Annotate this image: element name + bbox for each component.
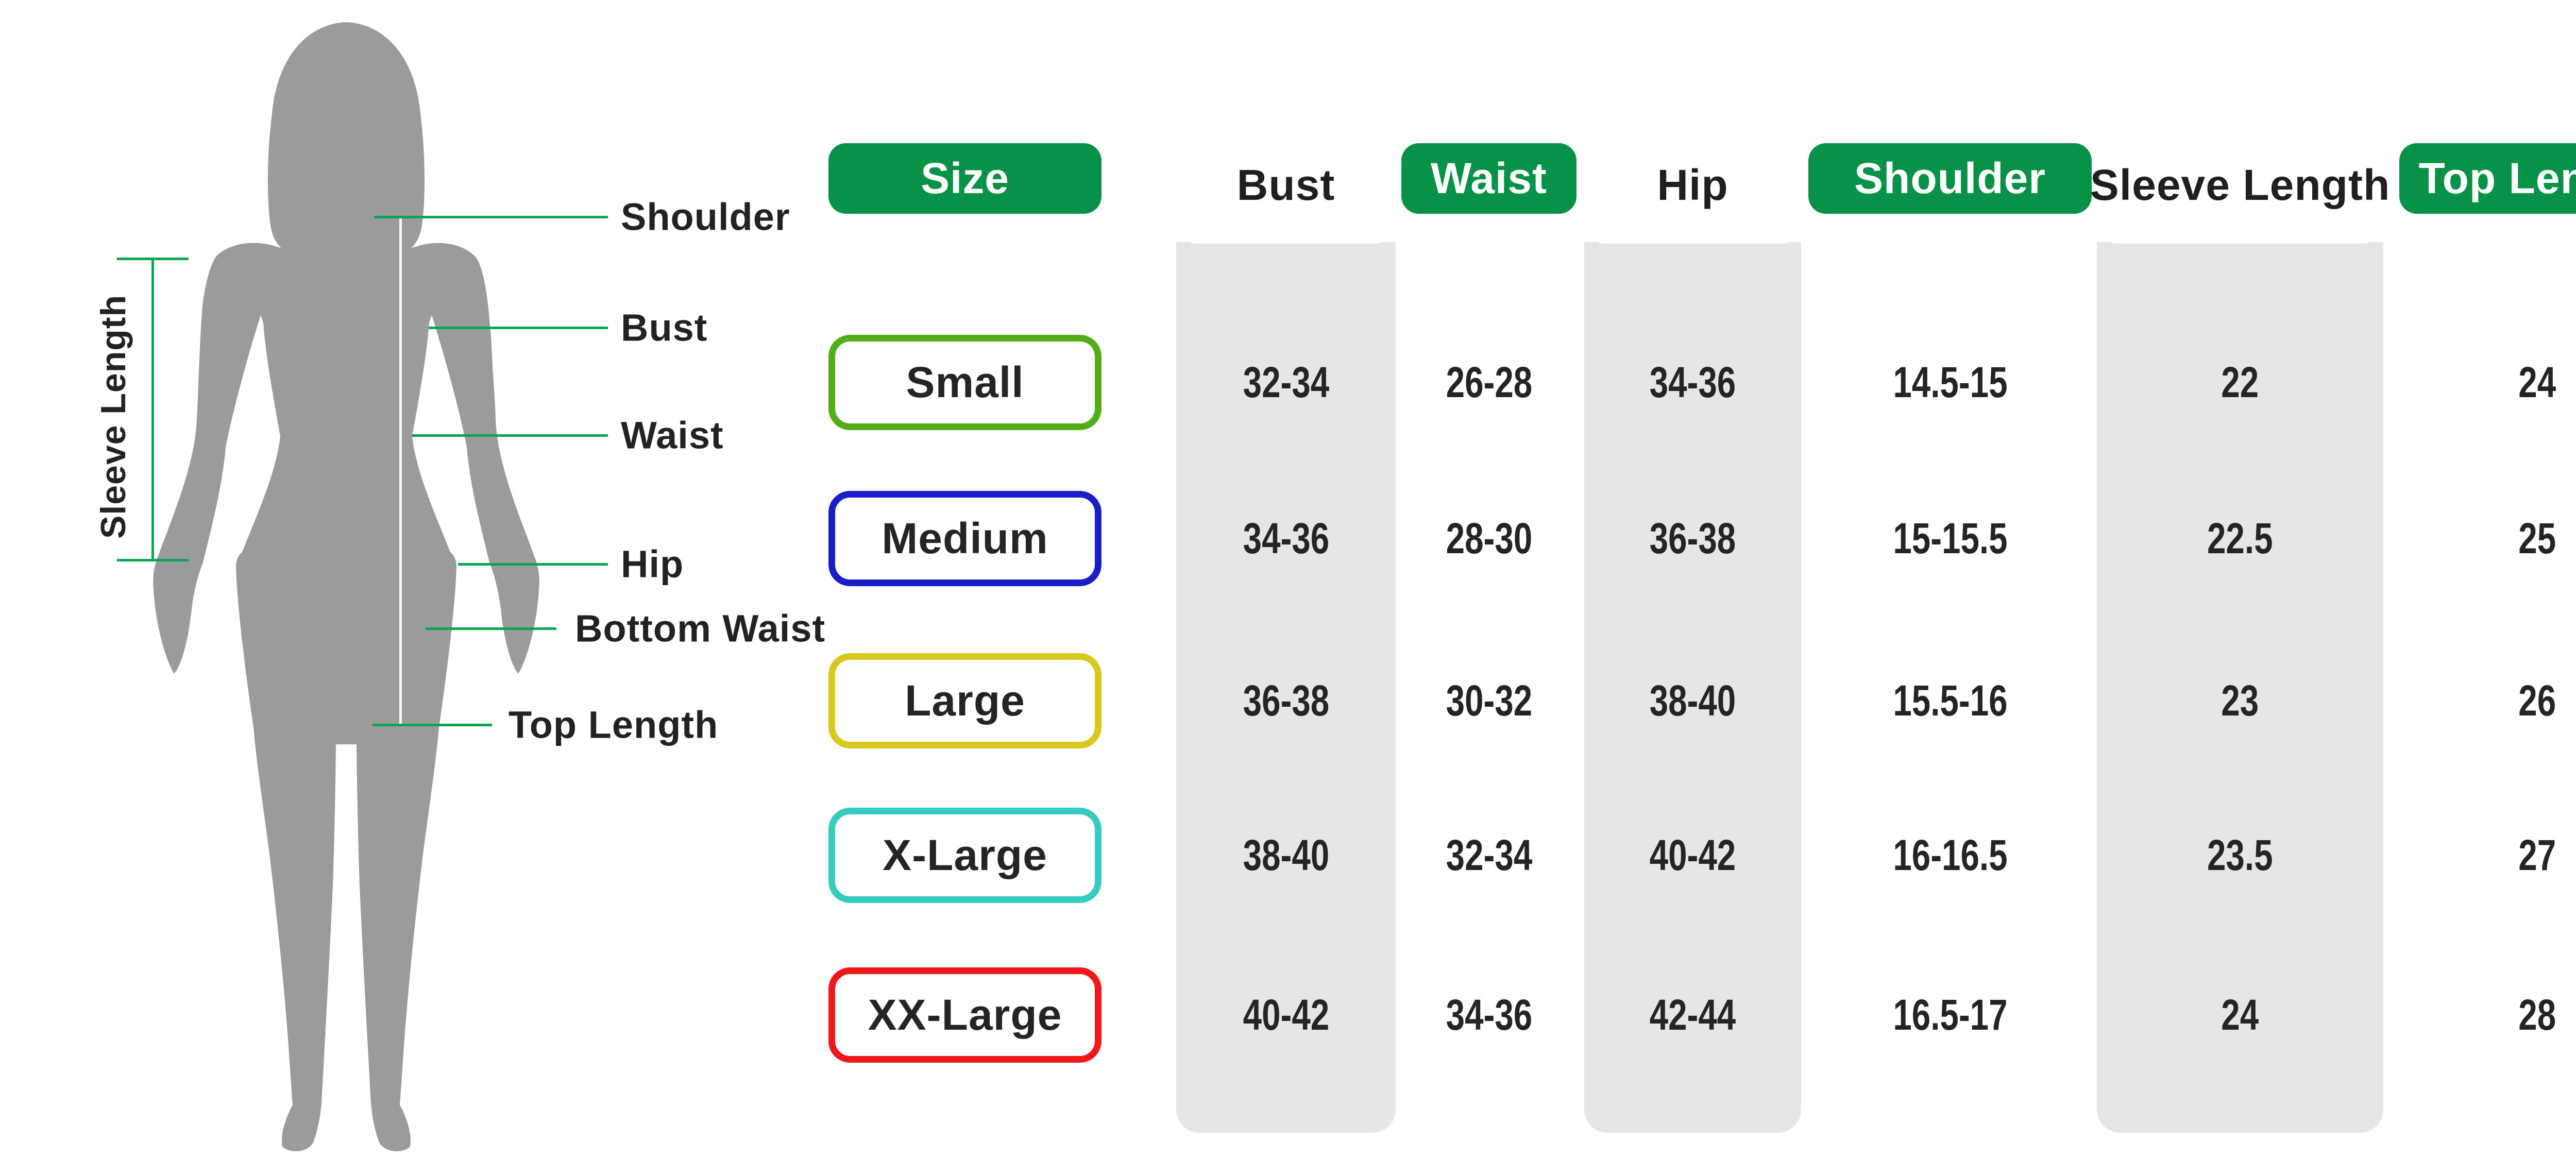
column-stripe-sleeve-length <box>2097 242 2383 1133</box>
cell-value: 23 <box>2221 676 2259 725</box>
column-header-waist: Waist <box>1401 143 1577 214</box>
sleeve-length-top-cap <box>117 258 189 260</box>
cell-value: 14.5-15 <box>1892 357 2008 406</box>
cell-value: 36-38 <box>1649 514 1736 563</box>
cell-x-large-top-length: 27 <box>2399 819 2576 891</box>
cell-medium-sleeve-length: 22.5 <box>2097 502 2383 574</box>
cell-value: 22 <box>2221 357 2259 406</box>
hip-label: Hip <box>621 542 684 586</box>
column-header-top-length: Top Length <box>2399 143 2576 214</box>
size-badge-x-large: X-Large <box>828 807 1101 903</box>
cell-xx-large-bust: 40-42 <box>1176 979 1396 1051</box>
bust-measure-line <box>429 327 608 329</box>
sleeve-length-dimension-line <box>151 258 154 561</box>
shoulder-measure-line <box>374 216 608 218</box>
column-header-sleeve-length: Sleeve Length <box>2090 127 2389 244</box>
waist-label: Waist <box>621 414 724 457</box>
cell-value: 22.5 <box>2207 514 2273 563</box>
cell-value: 34-36 <box>1649 357 1736 406</box>
cell-large-waist: 30-32 <box>1401 664 1577 737</box>
cell-value: 42-44 <box>1649 990 1736 1039</box>
column-header-bust: Bust <box>1176 127 1396 244</box>
size-badge-small: Small <box>828 334 1101 430</box>
cell-value: 34-36 <box>1243 514 1329 563</box>
cell-xx-large-shoulder: 16.5-17 <box>1808 979 2092 1051</box>
column-header-shoulder: Shoulder <box>1808 143 2092 214</box>
cell-value: 32-34 <box>1446 830 1532 879</box>
cell-medium-top-length: 25 <box>2399 502 2576 574</box>
cell-x-large-sleeve-length: 23.5 <box>2097 819 2383 891</box>
cell-medium-bust: 34-36 <box>1176 502 1396 574</box>
cell-small-bust: 32-34 <box>1176 346 1396 418</box>
cell-xx-large-hip: 42-44 <box>1584 979 1801 1051</box>
cell-value: 38-40 <box>1243 830 1329 879</box>
cell-value: 30-32 <box>1446 676 1532 725</box>
cell-value: 16-16.5 <box>1892 830 2008 879</box>
cell-value: 24 <box>2518 357 2556 406</box>
cell-value: 16.5-17 <box>1892 990 2008 1039</box>
cell-small-hip: 34-36 <box>1584 346 1801 418</box>
body-outline <box>153 22 539 1152</box>
cell-value: 23.5 <box>2207 830 2273 879</box>
cell-x-large-waist: 32-34 <box>1401 819 1577 891</box>
body-center-reference-line <box>399 217 402 725</box>
shoulder-label: Shoulder <box>621 195 790 238</box>
cell-value: 15-15.5 <box>1892 514 2008 563</box>
size-badge-large: Large <box>828 653 1101 748</box>
cell-xx-large-sleeve-length: 24 <box>2097 979 2383 1051</box>
size-badge-medium: Medium <box>828 490 1101 586</box>
cell-value: 40-42 <box>1649 830 1736 879</box>
cell-x-large-hip: 40-42 <box>1584 819 1801 891</box>
cell-small-waist: 26-28 <box>1401 346 1577 418</box>
column-header-hip: Hip <box>1584 127 1801 244</box>
size-badge-xx-large: XX-Large <box>828 967 1101 1063</box>
cell-value: 24 <box>2221 990 2259 1039</box>
hip-measure-line <box>458 563 608 566</box>
cell-large-shoulder: 15.5-16 <box>1808 664 2092 737</box>
sleeve-length-bottom-cap <box>117 559 189 561</box>
cell-value: 27 <box>2518 830 2556 879</box>
cell-value: 40-42 <box>1243 990 1329 1039</box>
cell-x-large-bust: 38-40 <box>1176 819 1396 891</box>
cell-medium-shoulder: 15-15.5 <box>1808 502 2092 574</box>
cell-value: 26 <box>2518 676 2556 725</box>
cell-small-shoulder: 14.5-15 <box>1808 346 2092 418</box>
bust-label: Bust <box>621 306 708 349</box>
column-stripe-hip <box>1584 242 1801 1133</box>
cell-value: 15.5-16 <box>1892 676 2008 725</box>
cell-value: 26-28 <box>1446 357 1532 406</box>
cell-small-top-length: 24 <box>2399 346 2576 418</box>
cell-large-bust: 36-38 <box>1176 664 1396 737</box>
waist-measure-line <box>412 434 608 437</box>
cell-value: 28 <box>2518 990 2556 1039</box>
cell-medium-hip: 36-38 <box>1584 502 1801 574</box>
cell-x-large-shoulder: 16-16.5 <box>1808 819 2092 891</box>
cell-medium-waist: 28-30 <box>1401 502 1577 574</box>
cell-value: 34-36 <box>1446 990 1532 1039</box>
cell-large-top-length: 26 <box>2399 664 2576 737</box>
cell-value: 38-40 <box>1649 676 1736 725</box>
cell-xx-large-waist: 34-36 <box>1401 979 1577 1051</box>
top-length-label: Top Length <box>509 703 719 746</box>
cell-large-sleeve-length: 23 <box>2097 664 2383 737</box>
cell-small-sleeve-length: 22 <box>2097 346 2383 418</box>
top-length-measure-line <box>372 724 492 726</box>
cell-value: 32-34 <box>1243 357 1329 406</box>
cell-value: 28-30 <box>1446 514 1532 563</box>
column-stripe-bust <box>1176 242 1396 1133</box>
cell-value: 25 <box>2518 514 2556 563</box>
cell-large-hip: 38-40 <box>1584 664 1801 737</box>
column-header-size: Size <box>828 143 1101 214</box>
bottom-waist-measure-line <box>426 627 556 630</box>
sleeve-length-label: Sleeve Length <box>94 294 133 539</box>
cell-xx-large-top-length: 28 <box>2399 979 2576 1051</box>
cell-value: 36-38 <box>1243 676 1329 725</box>
bottom-waist-label: Bottom Waist <box>575 607 826 650</box>
